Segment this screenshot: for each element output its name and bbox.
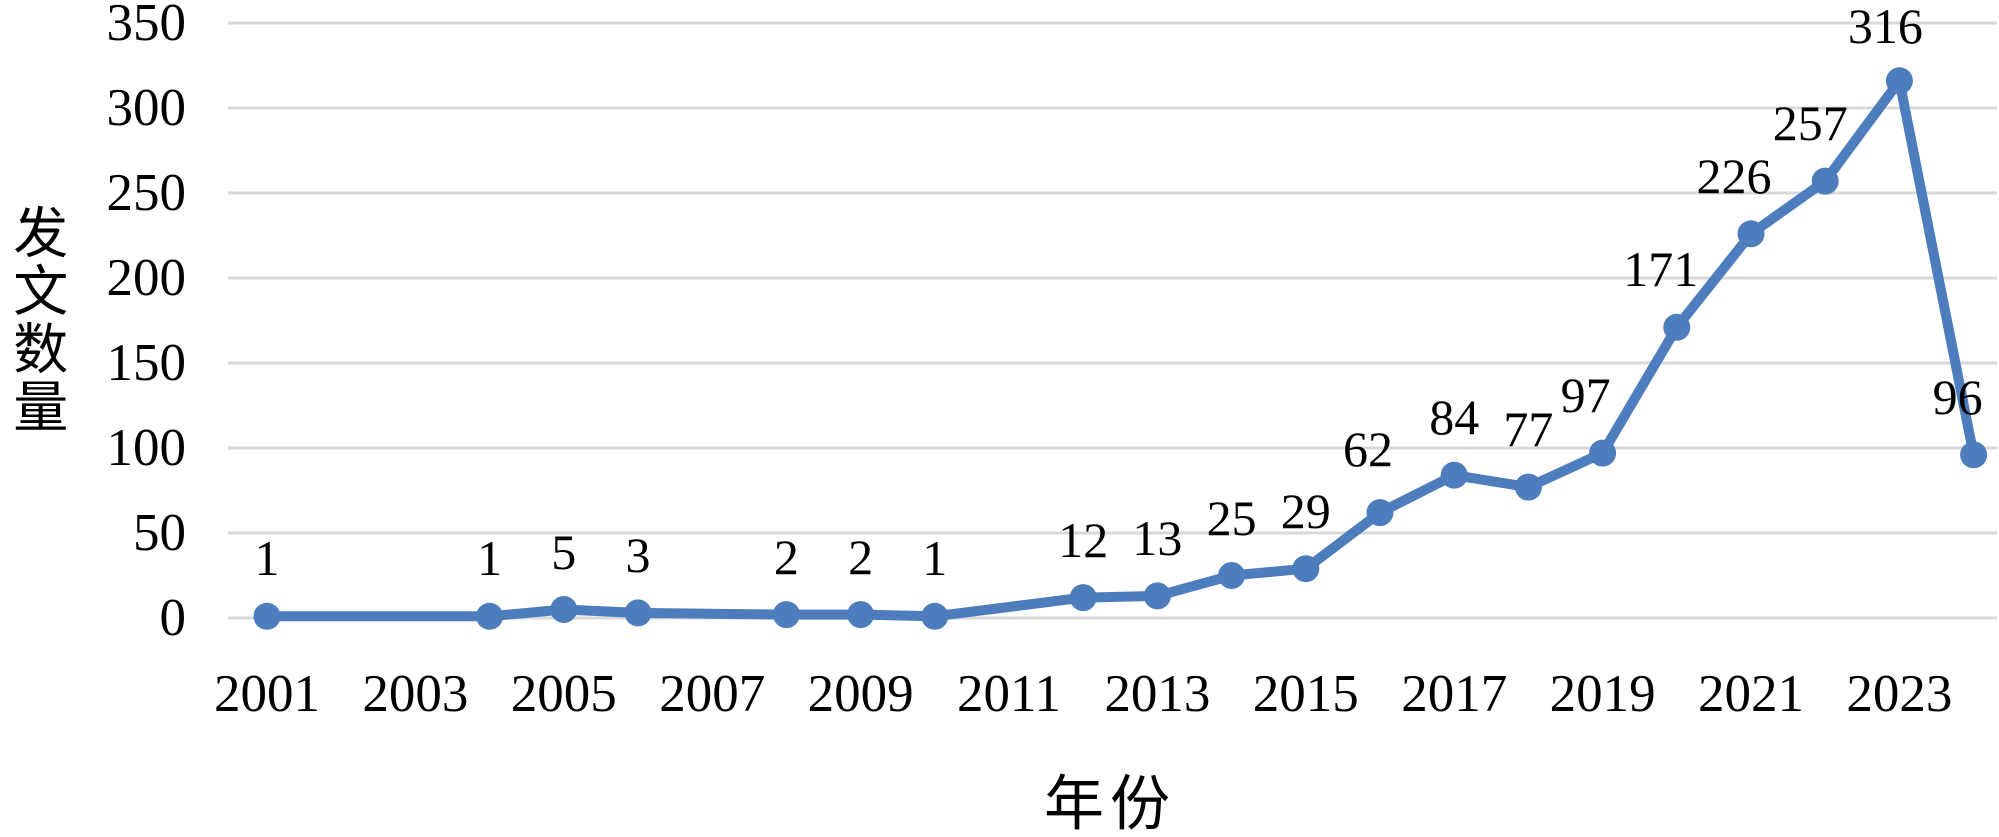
x-tick-label: 2011	[956, 665, 1062, 723]
data-point-marker	[550, 596, 578, 623]
y-tick-label: 200	[106, 249, 187, 307]
data-point-label: 84	[1429, 389, 1480, 446]
y-axis-title: 发文数量	[4, 204, 66, 436]
x-axis-title: 年份	[1044, 771, 1176, 837]
data-point-label: 1	[922, 530, 948, 587]
data-point-marker	[1366, 499, 1394, 527]
data-point-label: 3	[625, 526, 651, 583]
y-tick-label: 150	[106, 334, 187, 392]
x-tick-label: 2017	[1401, 665, 1508, 723]
data-point-label: 77	[1503, 401, 1554, 458]
data-point-marker	[1737, 220, 1765, 248]
trend-line	[262, 75, 1979, 622]
x-tick-label: 2007	[659, 665, 766, 723]
data-point-marker	[1143, 582, 1171, 610]
data-point-label: 171	[1623, 241, 1699, 298]
data-point-marker	[1069, 584, 1097, 612]
y-tick-label: 50	[133, 504, 186, 562]
data-point-marker	[1514, 473, 1542, 501]
x-tick-label: 2009	[807, 665, 914, 723]
data-point-label: 2	[848, 528, 874, 585]
data-point-marker	[847, 601, 875, 629]
x-tick-label: 2021	[1698, 665, 1804, 723]
data-point-label: 5	[551, 523, 577, 580]
x-tick-label: 2015	[1252, 665, 1359, 723]
data-point-marker	[1440, 461, 1468, 489]
data-point-label: 257	[1772, 95, 1848, 152]
x-tick-label: 2013	[1104, 665, 1211, 723]
data-point-marker	[921, 602, 949, 630]
data-point-marker	[253, 602, 281, 630]
data-point-marker	[1811, 167, 1839, 195]
data-point-label: 29	[1280, 482, 1331, 539]
data-point-label: 316	[1847, 0, 1923, 54]
y-tick-label: 250	[106, 164, 187, 222]
data-point-label: 226	[1696, 147, 1772, 204]
data-point-label: 13	[1132, 509, 1183, 566]
x-tick-label: 2005	[510, 665, 617, 723]
data-point-marker	[1960, 441, 1988, 469]
data-point-marker	[1292, 555, 1320, 583]
x-tick-label: 2019	[1549, 665, 1656, 723]
x-tick-label: 2023	[1846, 665, 1953, 723]
data-point-marker	[1218, 562, 1246, 589]
data-point-marker	[624, 599, 652, 627]
data-point-label: 97	[1560, 367, 1611, 424]
x-tick-label: 2003	[362, 665, 469, 723]
data-point-marker	[476, 602, 504, 630]
data-point-label: 1	[477, 530, 503, 587]
data-point-label: 25	[1206, 489, 1257, 546]
y-tick-label: 0	[159, 589, 187, 647]
data-point-label: 96	[1932, 368, 1983, 425]
data-point-label: 2	[773, 528, 799, 585]
data-point-label: 1	[254, 530, 280, 587]
data-point-marker	[1589, 439, 1617, 467]
data-point-marker	[1663, 313, 1691, 341]
data-point-marker	[1885, 67, 1913, 95]
x-tick-label: 2001	[214, 665, 320, 723]
data-point-marker	[772, 601, 800, 629]
data-point-label: 62	[1343, 420, 1393, 477]
y-tick-label: 300	[106, 79, 187, 137]
data-point-label: 12	[1058, 511, 1109, 568]
y-tick-label: 100	[106, 419, 187, 477]
y-tick-label: 350	[106, 0, 187, 52]
